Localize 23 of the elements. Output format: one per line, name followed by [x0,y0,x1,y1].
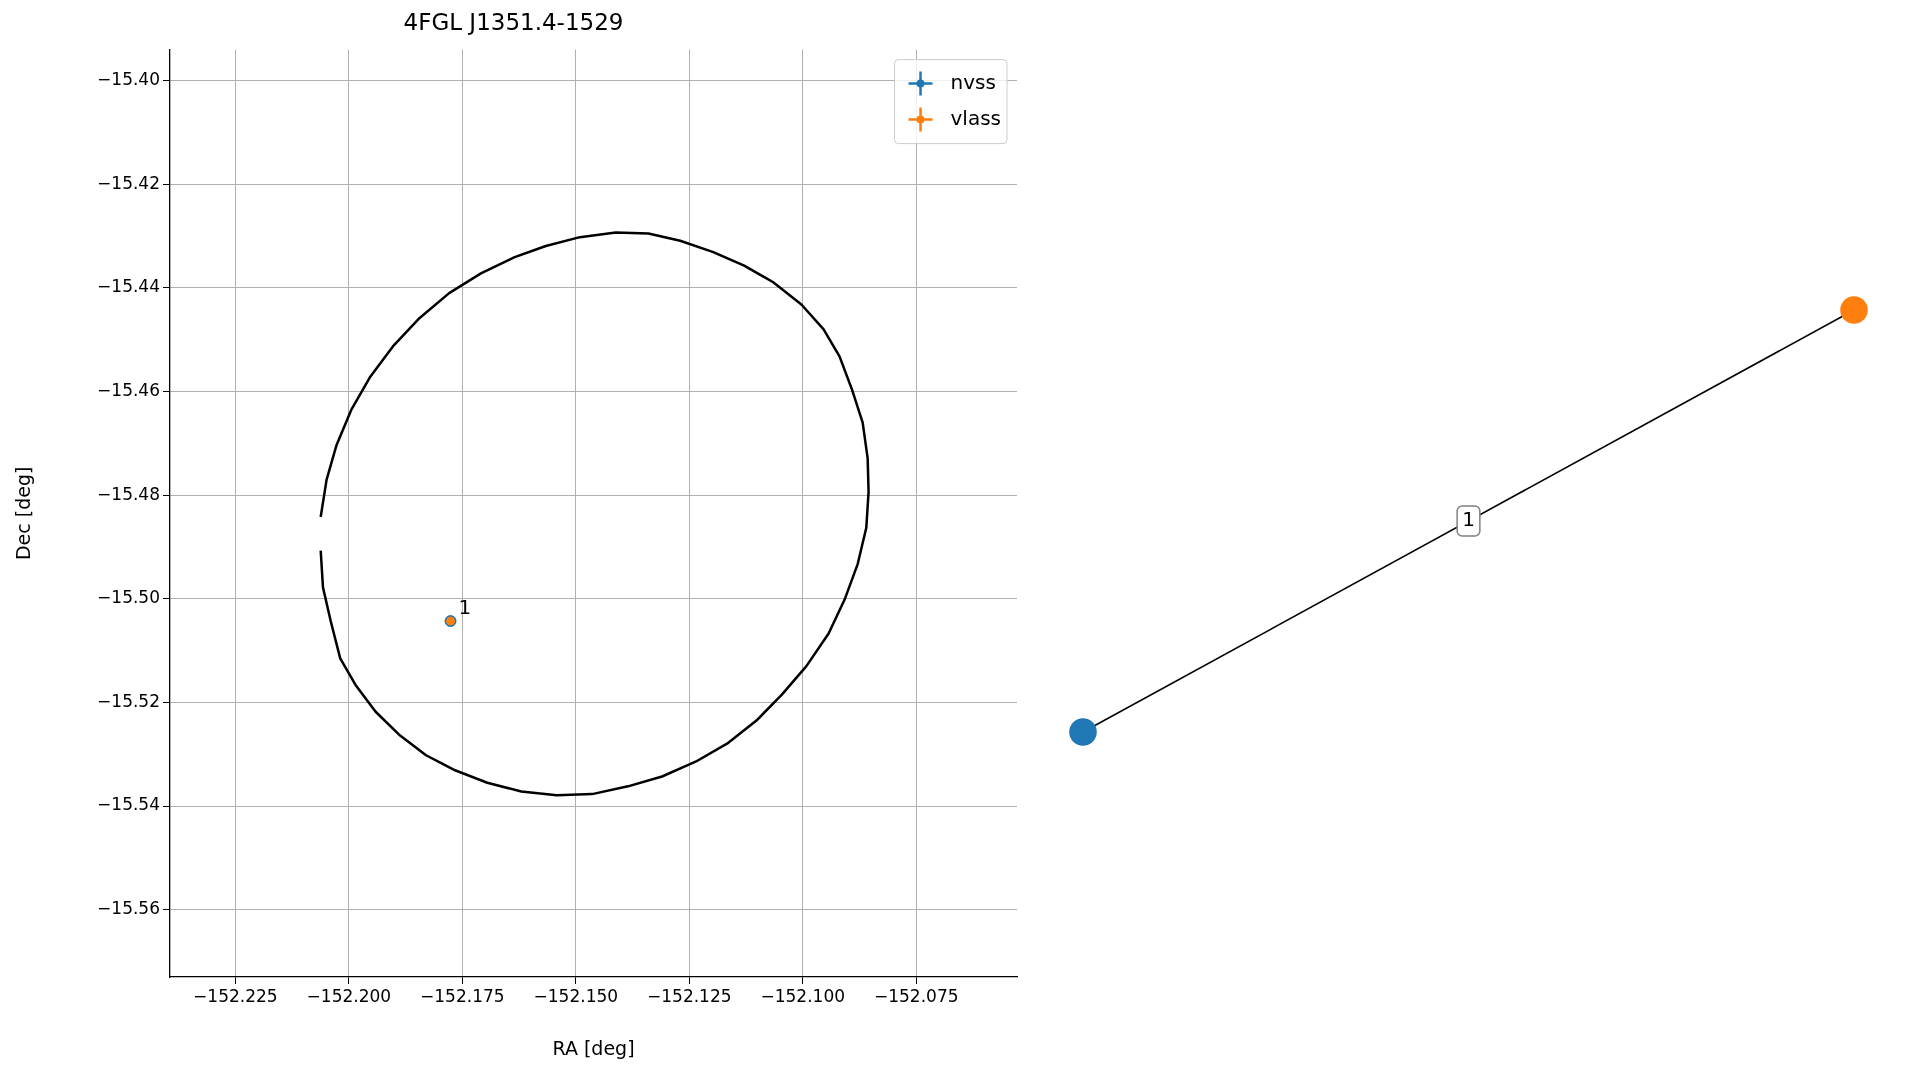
y-tick-label: −15.56 [97,898,160,919]
y-tick-label: −15.42 [97,172,160,193]
y-tick-label: −15.50 [97,587,160,608]
legend-label: vlass [950,105,1002,130]
legend-label: nvss [950,69,996,94]
x-tick-label: −152.150 [533,985,619,1006]
x-tick-label: −152.075 [873,985,959,1006]
y-tick-label: −15.46 [97,379,160,400]
y-tick-label: −15.44 [97,276,160,297]
annotation: 1 [1462,507,1475,532]
y-tick-label: −15.40 [97,69,160,90]
x-axis-title: RA [deg] [552,1036,635,1059]
x-tick-label: −152.175 [420,985,505,1006]
x-tick-label: −152.125 [647,985,732,1006]
chart-title: 4FGL J1351.4-1529 [403,8,624,35]
x-tick-label: −152.200 [306,985,392,1006]
y-tick-label: −15.54 [97,794,160,815]
x-tick-label: −152.100 [760,985,846,1006]
y-axis-title: Dec [deg] [12,466,35,561]
y-tick-label: −15.48 [97,483,160,504]
x-tick-label: −152.225 [193,985,278,1006]
annotation: 1 [458,595,472,620]
y-tick-label: −15.52 [97,690,160,711]
